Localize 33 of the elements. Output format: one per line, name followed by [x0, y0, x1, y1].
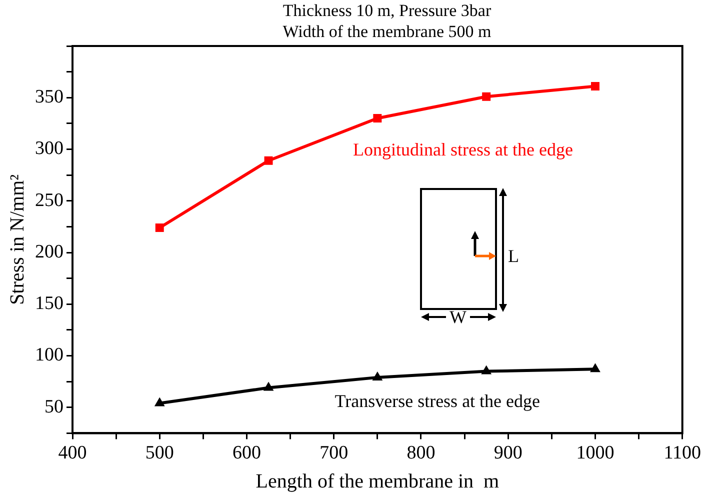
x-tick-label: 700 [320, 442, 348, 464]
x-tick-label: 1100 [664, 442, 701, 464]
y-tick-label: 100 [35, 344, 64, 366]
point [372, 371, 383, 380]
series-label: Longitudinal stress at the edge [353, 139, 573, 160]
y-axis-title: Stress in N/mm² [6, 174, 28, 305]
x-tick-label: 1000 [576, 442, 614, 464]
series-label: Transverse stress at the edge [334, 390, 540, 411]
x-tick-label: 900 [494, 442, 522, 464]
y-tick-label: 150 [35, 293, 64, 314]
x-axis-title: Length of the membrane in m [256, 470, 500, 492]
point [481, 365, 492, 374]
y-tick-label: 200 [35, 241, 64, 262]
y-tick-label: 250 [35, 190, 64, 211]
point [155, 223, 164, 232]
point [264, 156, 273, 165]
annotation: L [508, 246, 519, 266]
x-tick-label: 400 [58, 442, 87, 464]
point [590, 363, 600, 372]
point [373, 114, 382, 123]
y-tick-label: 350 [35, 86, 64, 108]
annotation: W [450, 307, 466, 327]
point [154, 397, 165, 406]
x-tick-label: 600 [232, 442, 261, 464]
y-tick-label: 50 [44, 396, 64, 418]
chart-title: Thickness 10 m, Pressure 3bar [282, 0, 492, 21]
x-tick-label: 500 [145, 442, 174, 464]
x-tick-label: 800 [406, 442, 436, 464]
point [590, 82, 600, 91]
point [263, 382, 274, 391]
chart-subtitle: Width of the membrane 500 m [282, 21, 492, 42]
y-tick-label: 300 [35, 138, 64, 160]
point [482, 92, 491, 101]
